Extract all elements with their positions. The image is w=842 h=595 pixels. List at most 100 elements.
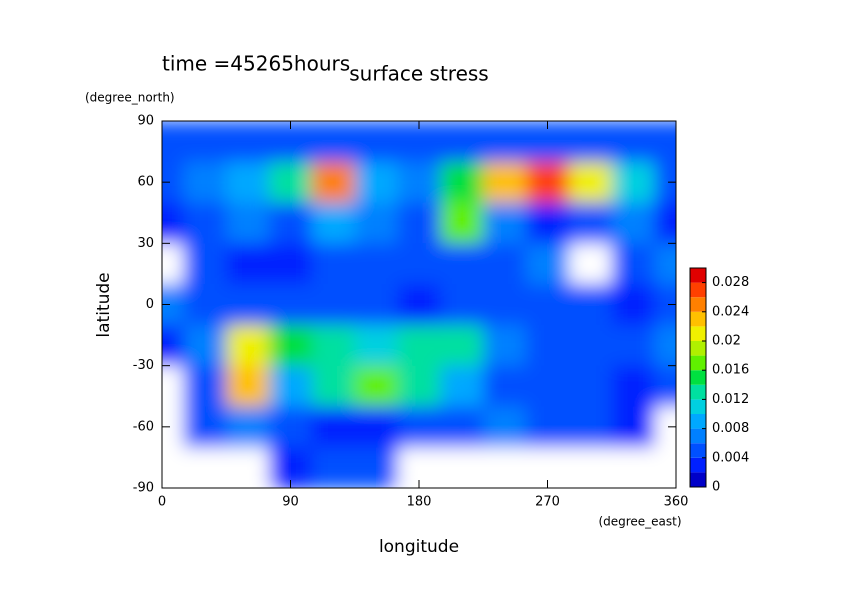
field-cell	[654, 202, 676, 245]
field-cell	[568, 121, 613, 163]
field-cell	[354, 406, 399, 449]
field-cell	[226, 202, 271, 245]
colorbar-tick-label: 0.008	[712, 421, 749, 436]
field-cell	[611, 243, 656, 286]
field-cell	[226, 324, 271, 367]
field-cell	[183, 243, 228, 286]
y-unit: (degree_north)	[85, 91, 175, 105]
field-cell	[162, 243, 185, 286]
colorbar-swatch	[690, 282, 706, 298]
field-cell	[568, 202, 613, 245]
colorbar-tick-label: 0.02	[712, 334, 741, 349]
y-tick-label: 60	[137, 175, 154, 190]
x-tick-label: 0	[158, 495, 166, 510]
field-cell	[162, 406, 185, 449]
field-cell	[654, 284, 676, 326]
x-tick-label: 360	[664, 495, 689, 510]
colorbar-swatch	[690, 443, 706, 458]
field-cell	[440, 243, 485, 286]
field-cell	[354, 365, 399, 408]
field-cell	[354, 447, 399, 488]
field-cell	[183, 324, 228, 367]
colorbar-swatch	[690, 311, 706, 327]
field-cell	[311, 447, 356, 488]
field-cell	[483, 284, 528, 326]
field-cell	[354, 284, 399, 326]
field-cell	[311, 243, 356, 286]
field-cell	[440, 365, 485, 408]
y-axis-label: latitude	[94, 272, 114, 337]
field-cell	[568, 284, 613, 326]
field-cell	[440, 447, 485, 488]
subtitle: time =45265hours	[162, 52, 350, 76]
field-cell	[483, 406, 528, 449]
field-cell	[311, 161, 356, 204]
field-cell	[397, 365, 442, 408]
colorbar-tick-label: 0	[712, 480, 720, 495]
colorbar-tick-label: 0.024	[712, 304, 749, 319]
field-cell	[397, 161, 442, 204]
field-cell	[226, 447, 271, 488]
field-cell	[354, 161, 399, 204]
field-cell	[568, 243, 613, 286]
field-cell	[183, 447, 228, 488]
field-cell	[526, 365, 570, 408]
field-cell	[440, 202, 485, 245]
y-tick-label: 0	[146, 297, 154, 312]
y-tick-label: 30	[137, 236, 154, 251]
field-cell	[483, 447, 528, 488]
field-cell	[568, 447, 613, 488]
field-cell	[611, 447, 656, 488]
field-cell	[440, 406, 485, 449]
field-cell	[311, 365, 356, 408]
colorbar-tick-label: 0.004	[712, 450, 749, 465]
field-cell	[354, 121, 399, 163]
field-cell	[611, 161, 656, 204]
field-cell	[311, 284, 356, 326]
colorbar-swatch	[690, 384, 706, 400]
field-cell	[568, 365, 613, 408]
field-cell	[269, 161, 313, 204]
y-tick-label: -60	[133, 419, 154, 434]
field-cell	[162, 161, 185, 204]
colorbar-swatch	[690, 268, 706, 283]
colorbar-swatch	[690, 355, 706, 371]
field-cell	[226, 406, 271, 449]
field	[162, 121, 676, 488]
field-cell	[162, 447, 185, 488]
field-cell	[526, 406, 570, 449]
field-cell	[311, 406, 356, 449]
field-cell	[183, 365, 228, 408]
field-cell	[483, 161, 528, 204]
field-cell	[483, 202, 528, 245]
field-cell	[654, 324, 676, 367]
chart-title: surface stress	[349, 62, 488, 86]
field-cell	[354, 243, 399, 286]
field-cell	[611, 324, 656, 367]
field-cell	[654, 161, 676, 204]
colorbar-swatch	[690, 457, 706, 473]
colorbar-swatch	[690, 399, 706, 414]
field-cell	[311, 324, 356, 367]
x-tick-label: 270	[535, 495, 560, 510]
field-cell	[526, 161, 570, 204]
field-cell	[269, 406, 313, 449]
field-cell	[611, 406, 656, 449]
field-cell	[354, 324, 399, 367]
field-cell	[440, 121, 485, 163]
field-cell	[483, 365, 528, 408]
y-tick-label: -30	[133, 358, 154, 373]
colorbar-swatch	[690, 297, 706, 312]
field-cell	[440, 284, 485, 326]
y-tick-label: 90	[137, 114, 154, 129]
field-cell	[568, 161, 613, 204]
field-cell	[183, 202, 228, 245]
field-cell	[654, 447, 676, 488]
field-cell	[654, 406, 676, 449]
field-cell	[183, 284, 228, 326]
field-cell	[611, 121, 656, 163]
field-cell	[611, 202, 656, 245]
field-cell	[397, 284, 442, 326]
field-cell	[162, 365, 185, 408]
